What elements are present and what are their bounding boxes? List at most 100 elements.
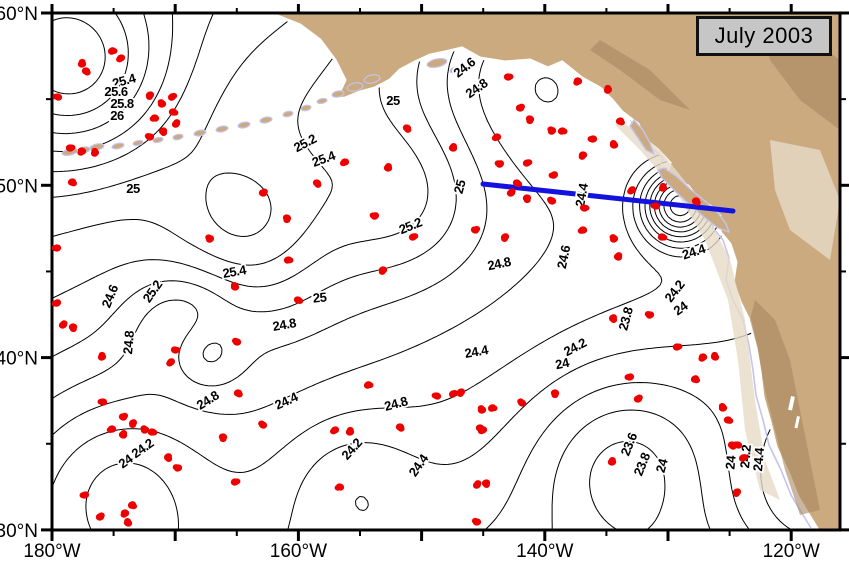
aleutian-island [111,142,125,150]
aleutian-island [152,136,164,144]
coastal-islands [629,118,656,156]
station-dot [550,389,560,399]
station-dot [512,179,523,188]
station-dot [145,91,155,101]
station-dot [157,99,167,108]
station-dot [123,517,133,527]
land-masses [61,13,840,530]
contour-label: 24.8 [383,393,410,414]
station-dot [644,310,655,319]
station-dot [477,405,487,414]
station-dots [52,47,749,527]
station-dot [732,441,743,449]
station-dot [171,119,181,128]
station-dot [383,162,393,172]
station-dot [107,47,118,55]
station-dot [395,423,405,432]
contour-label: 24.2 [338,435,365,463]
station-dot [118,430,128,439]
station-dot [231,337,242,346]
aleutian-island [259,116,273,124]
contour-label: 23.8 [615,305,636,332]
station-dot [52,244,62,252]
transect-line [480,181,736,214]
station-dot [517,398,527,407]
station-dot [506,188,516,197]
contour-label: 25 [386,93,400,108]
contour-label: 24.8 [120,330,137,355]
contour-label: 24.6 [554,244,574,270]
station-dot [477,426,488,435]
station-dot [657,233,668,241]
contour-label: 23.6 [618,430,641,457]
contour-label: 25 [451,178,469,195]
station-dot [79,491,90,499]
valley-mark [794,416,800,429]
contour-label: 24.8 [463,75,491,101]
station-dot [723,416,734,424]
x-axis-label: 160°W [270,541,327,562]
contour-label: 24.4 [463,342,490,361]
land-dark-terrain [590,40,690,110]
station-dot [548,171,559,179]
station-dot [494,160,505,168]
station-dot [345,426,355,436]
station-dot [378,266,388,275]
station-dot [515,103,525,112]
station-dot [258,420,268,429]
station-dot [658,182,668,192]
station-dot [609,139,619,149]
station-dot [448,389,459,398]
station-dot [58,320,68,329]
station-dot [603,84,613,94]
contour-label: 24.2 [661,277,687,305]
contour-label: 24.2 [129,435,157,461]
aleutian-island [172,133,184,141]
contour-label: 24 [653,456,671,474]
station-dot [448,142,458,152]
station-dot [118,412,129,421]
axes: 180°W 160°W 140°W 120°W 60°N 50°N 40°N 30°N [0,4,849,562]
contour-label: 25.4 [221,262,248,281]
station-dot [698,353,708,362]
station-dot [633,394,643,403]
y-axis-label: 60°N [0,4,38,25]
station-dot [624,373,635,381]
contour-label: 25.2 [397,214,424,237]
station-dot [127,501,138,510]
station-dot [718,403,728,412]
station-dot [472,480,482,489]
station-dot [525,115,535,125]
contour-label: 24.4 [680,241,708,263]
station-dot [230,478,241,486]
aleutian-island [346,82,364,92]
station-dot [97,398,108,406]
contour-label: 24.8 [486,254,512,274]
station-dot [140,425,150,434]
station-dot [90,147,100,157]
station-dot [312,179,322,188]
y-axis-label: 50°N [0,176,38,197]
station-dot [167,92,178,101]
station-dot [456,388,466,397]
station-dot [408,233,419,241]
contour-label: 25.6 [104,84,128,99]
station-dot [218,433,228,443]
land-light-terrain [770,140,840,260]
station-dot [95,512,105,521]
aleutian-island [132,139,144,147]
station-dot [283,256,294,264]
contour-label: 23.8 [631,450,654,477]
aleutian-island [363,74,381,84]
station-dot [65,144,76,152]
station-dot [471,517,482,526]
station-dot [672,343,683,351]
station-dot [106,425,117,433]
station-dot [547,126,557,135]
contour-label: 24.4 [750,446,767,472]
station-dot [170,346,181,354]
aleutian-island [215,125,229,133]
station-dot [293,296,304,304]
